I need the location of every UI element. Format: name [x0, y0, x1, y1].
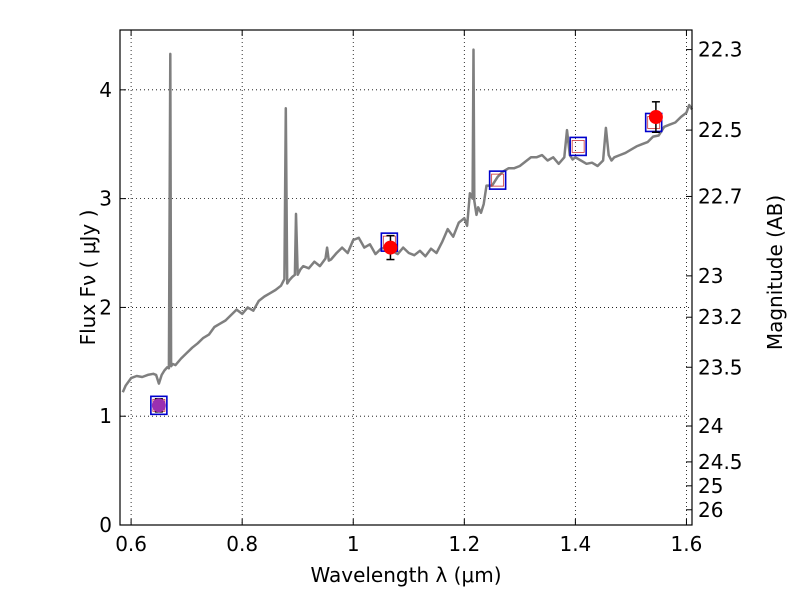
y-tick-labels: 0 1 2 3 4: [99, 78, 112, 537]
spectrum-layer: [121, 48, 694, 393]
tick-marks: [120, 30, 692, 526]
y2-tick-label: 24.5: [698, 450, 743, 474]
x-tick-label: 1.4: [559, 532, 591, 556]
y2-tick-label: 22.5: [698, 118, 743, 142]
observed-point: [648, 110, 663, 125]
y2-tick-label: 23: [698, 264, 723, 288]
model-band-box: [150, 395, 168, 416]
y2-tick-label: 25: [698, 474, 723, 498]
grid-lines: [120, 30, 692, 526]
x-tick-label: 0.8: [226, 532, 258, 556]
observed-point: [151, 398, 166, 413]
y-tick-label: 2: [99, 295, 112, 319]
model-band-inner: [571, 140, 585, 153]
spectrum-line: [121, 48, 694, 393]
y-tick-label: 4: [99, 78, 112, 102]
y2-tick-label: 23.2: [698, 305, 743, 329]
y-tick-label: 0: [99, 513, 112, 537]
y2-tick-label: 26: [698, 498, 723, 522]
y2-tick-label: 22.3: [698, 38, 743, 62]
model-band-box: [488, 170, 507, 190]
data-points-layer: [150, 101, 663, 416]
y-axis-title: Flux Fν ( μJy ): [76, 210, 100, 346]
y2-tick-label: 24: [698, 414, 723, 438]
y2-tick-label: 22.7: [698, 184, 743, 208]
y-tick-label: 3: [99, 187, 112, 211]
x-tick-labels: 0.6 0.8 1 1.2 1.4 1.6: [115, 532, 702, 556]
y2-axis-title: Magnitude (AB): [763, 195, 787, 350]
x-tick-label: 1.6: [671, 532, 703, 556]
y-tick-label: 1: [99, 404, 112, 428]
x-tick-label: 0.6: [115, 532, 147, 556]
x-axis-title: Wavelength λ (μm): [310, 563, 501, 587]
model-band-inner: [491, 173, 505, 187]
model-band-box: [569, 136, 587, 157]
x-tick-label: 1.2: [448, 532, 480, 556]
plot-frame: [119, 29, 693, 526]
observed-point: [383, 240, 398, 255]
y2-tick-label: 23.5: [698, 355, 743, 379]
x-tick-label: 1: [347, 532, 360, 556]
